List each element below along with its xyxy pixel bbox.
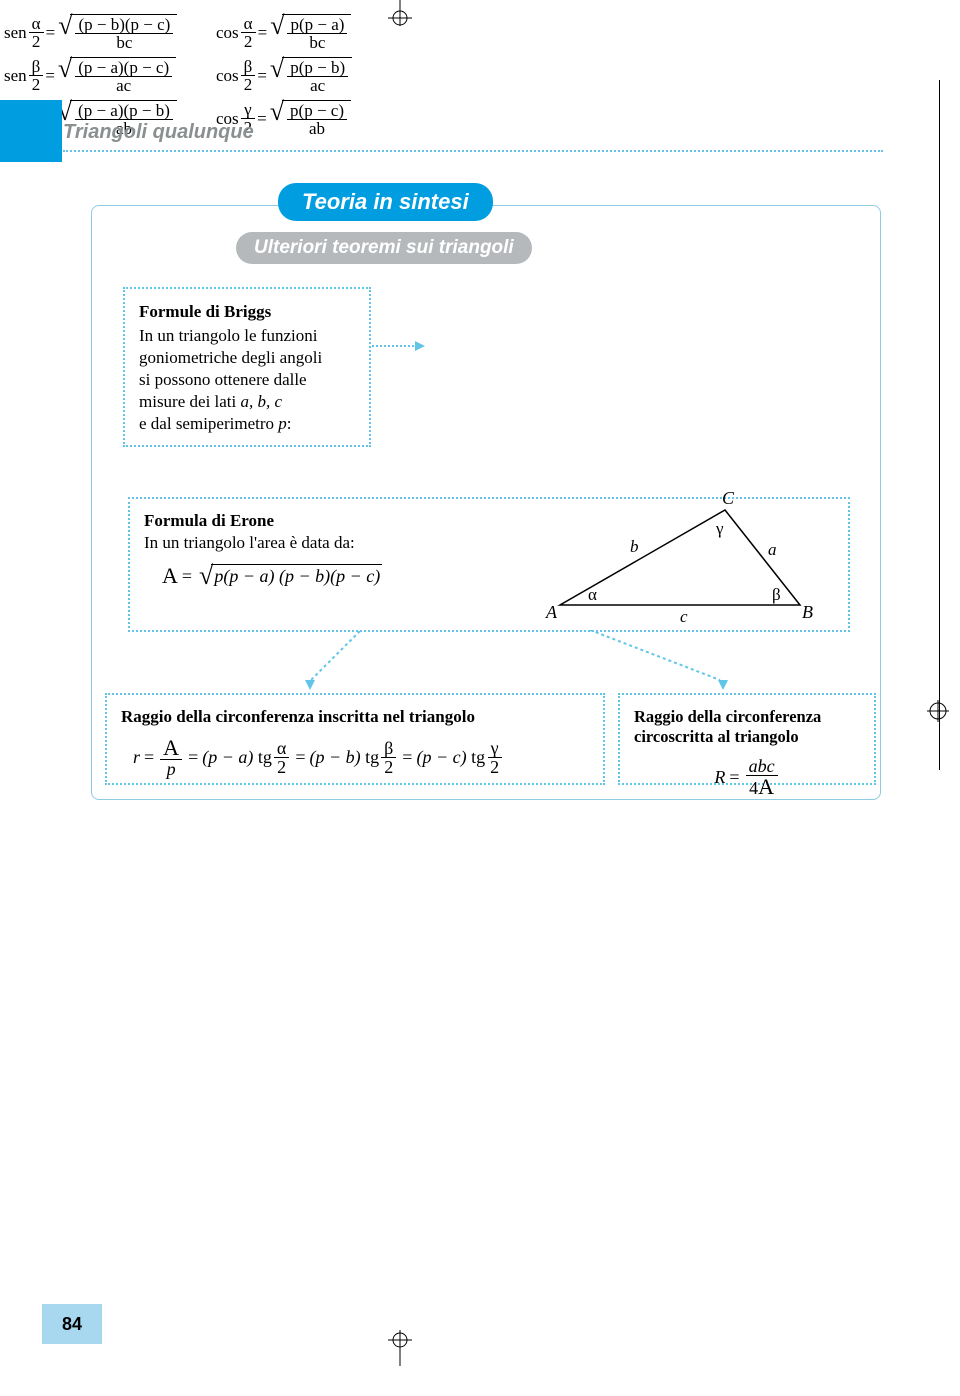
briggs-line4: misure dei lati a, b, c xyxy=(139,391,355,413)
triangle-diagram: A B C b a c α β γ xyxy=(540,490,820,630)
vertex-A: A xyxy=(545,602,558,622)
briggs-line5: e dal semiperimetro p: xyxy=(139,413,355,435)
briggs-description-box: Formule di Briggs In un triangolo le fun… xyxy=(123,287,371,447)
side-b: b xyxy=(630,537,639,556)
sen-alpha-eq: sen α2 = √(p − b)(p − c)bc xyxy=(4,14,212,51)
subheading-pill: Ulteriori teoremi sui triangoli xyxy=(236,232,532,264)
briggs-line1: In un triangolo le funzioni xyxy=(139,325,355,347)
vertex-B: B xyxy=(802,602,813,622)
inscribed-title: Raggio della circonferenza inscritta nel… xyxy=(121,707,589,727)
crop-mark-right-circle xyxy=(927,700,949,722)
briggs-title: Formule di Briggs xyxy=(139,301,355,323)
briggs-line2: goniometriche degli angoli xyxy=(139,347,355,369)
inscribed-formula: r = Ap = (p − a) tg α2 = (p − b) tg β2 =… xyxy=(133,737,589,778)
crop-mark-bottom xyxy=(385,1330,415,1366)
arrowhead-circumscribed xyxy=(718,680,728,690)
chapter-title: Triangoli qualunque xyxy=(63,121,883,150)
side-a: a xyxy=(768,540,777,559)
cos-beta-eq: cos β2 = √p(p − b)ac xyxy=(216,57,424,94)
side-c: c xyxy=(680,607,688,626)
sen-beta-eq: sen β2 = √(p − a)(p − c)ac xyxy=(4,57,212,94)
erone-desc: In un triangolo l'area è data da: xyxy=(144,533,504,553)
briggs-line3: si possono ottenere dalle xyxy=(139,369,355,391)
arrowhead-inscribed xyxy=(305,680,315,690)
crop-mark-right-line xyxy=(939,80,940,770)
erone-formula: A = √p(p − a) (p − b)(p − c) xyxy=(162,563,504,589)
circumscribed-radius-box: Raggio della circonferenza circoscritta … xyxy=(618,693,876,785)
vertex-C: C xyxy=(722,490,735,508)
page-number: 84 xyxy=(42,1304,102,1344)
angle-gamma: γ xyxy=(715,519,724,538)
angle-alpha: α xyxy=(588,585,597,604)
left-accent-tab xyxy=(0,100,62,162)
crop-mark-top xyxy=(385,0,415,26)
circumscribed-formula: R = abc 4A xyxy=(634,757,860,798)
angle-beta: β xyxy=(772,585,781,604)
circumscribed-title: Raggio della circonferenza circoscritta … xyxy=(634,707,860,747)
chapter-header: Triangoli qualunque xyxy=(63,121,883,152)
erone-title: Formula di Erone xyxy=(144,511,504,531)
briggs-arrow xyxy=(372,345,422,347)
teoria-pill: Teoria in sintesi xyxy=(278,183,493,221)
inscribed-radius-box: Raggio della circonferenza inscritta nel… xyxy=(105,693,605,785)
